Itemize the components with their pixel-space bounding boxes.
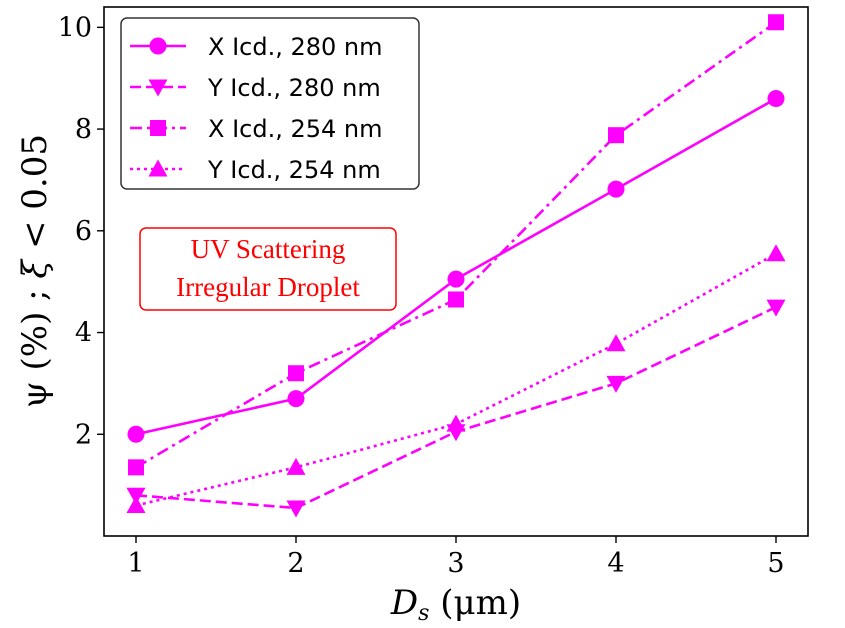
y-tick-label-10: 10 bbox=[58, 12, 92, 43]
series-x-icd-280-nm bbox=[127, 90, 785, 443]
x-tick-label-5: 5 bbox=[767, 548, 784, 579]
data-point-y-icd-280-nm-5 bbox=[766, 299, 786, 317]
legend-entry-y-icd-280-nm: Y Icd., 280 nm bbox=[130, 74, 381, 102]
y-axis-label-main: ψ (%) ; bbox=[15, 279, 55, 408]
ticks-layer: 1 2 3 4 5 2 4 6 8 10 bbox=[58, 12, 785, 579]
legend-marker-y-icd-254-nm bbox=[148, 159, 168, 177]
data-point-x-icd-254-nm-4 bbox=[608, 127, 624, 144]
series-y-icd-254-nm bbox=[126, 244, 786, 513]
data-point-x-icd-254-nm-1 bbox=[128, 459, 144, 476]
series-x-icd-254-nm bbox=[128, 14, 784, 476]
data-point-y-icd-280-nm-4 bbox=[606, 375, 626, 393]
data-point-x-icd-280-nm-1 bbox=[127, 425, 145, 443]
legend-label-x-icd-254-nm: X Icd., 254 nm bbox=[208, 115, 383, 143]
data-point-x-icd-254-nm-2 bbox=[288, 365, 304, 382]
data-point-y-icd-254-nm-2 bbox=[286, 457, 306, 475]
x-tick-label-2: 2 bbox=[287, 548, 304, 579]
legend-entries: X Icd., 280 nm Y Icd., 280 nm X Icd., 254 … bbox=[130, 33, 383, 184]
x-tick-label-3: 3 bbox=[447, 548, 464, 579]
data-point-y-icd-254-nm-1 bbox=[126, 495, 146, 513]
legend: X Icd., 280 nm Y Icd., 280 nm X Icd., 254 … bbox=[120, 17, 420, 190]
legend-marker-y-icd-280-nm bbox=[148, 79, 168, 97]
data-point-y-icd-254-nm-4 bbox=[606, 334, 626, 352]
legend-label-y-icd-280-nm: Y Icd., 280 nm bbox=[207, 74, 381, 102]
x-axis-label-subscript: s bbox=[418, 601, 429, 626]
data-point-x-icd-254-nm-5 bbox=[768, 14, 784, 31]
data-point-x-icd-280-nm-2 bbox=[287, 390, 305, 408]
legend-box bbox=[120, 17, 420, 190]
x-axis-label: Ds (μm) bbox=[390, 583, 521, 626]
x-tick-label-4: 4 bbox=[607, 548, 624, 579]
data-point-x-icd-280-nm-3 bbox=[447, 270, 465, 288]
y-axis-label: ψ (%) ; ξ < 0.05 bbox=[15, 134, 55, 408]
annotation-line-1: UV Scattering bbox=[191, 234, 346, 264]
series-line-y-icd-280-nm bbox=[135, 305, 777, 510]
legend-entry-x-icd-254-nm: X Icd., 254 nm bbox=[130, 115, 383, 143]
legend-entry-y-icd-254-nm: Y Icd., 254 nm bbox=[130, 156, 381, 184]
legend-marker-x-icd-254-nm bbox=[150, 120, 166, 136]
legend-marker-x-icd-280-nm bbox=[149, 37, 167, 55]
annotation-line-2: Irregular Droplet bbox=[176, 272, 360, 302]
y-tick-label-6: 6 bbox=[75, 216, 92, 247]
data-point-y-icd-254-nm-5 bbox=[766, 244, 786, 262]
x-tick-label-1: 1 bbox=[127, 548, 144, 579]
series-layer bbox=[126, 14, 786, 518]
legend-label-x-icd-280-nm: X Icd., 280 nm bbox=[208, 33, 383, 61]
data-point-x-icd-280-nm-4 bbox=[607, 180, 625, 198]
data-point-x-icd-280-nm-5 bbox=[767, 90, 785, 108]
annotation-frame bbox=[139, 227, 397, 311]
y-tick-label-2: 2 bbox=[75, 419, 92, 450]
y-axis-label-threshold: < 0.05 bbox=[15, 134, 55, 260]
data-point-y-icd-280-nm-2 bbox=[286, 500, 306, 518]
x-axis-label-unit: (μm) bbox=[429, 583, 521, 623]
y-axis-label-xi: ξ bbox=[15, 258, 55, 279]
y-tick-label-4: 4 bbox=[75, 318, 92, 349]
data-point-x-icd-254-nm-3 bbox=[448, 291, 464, 308]
annotation-box: UV Scattering Irregular Droplet bbox=[139, 227, 397, 311]
data-point-y-icd-254-nm-3 bbox=[446, 414, 466, 432]
legend-entry-x-icd-280-nm: X Icd., 280 nm bbox=[130, 33, 383, 61]
legend-label-y-icd-254-nm: Y Icd., 254 nm bbox=[207, 156, 381, 184]
y-tick-label-8: 8 bbox=[75, 114, 92, 145]
x-axis-label-variable: D bbox=[390, 583, 418, 623]
